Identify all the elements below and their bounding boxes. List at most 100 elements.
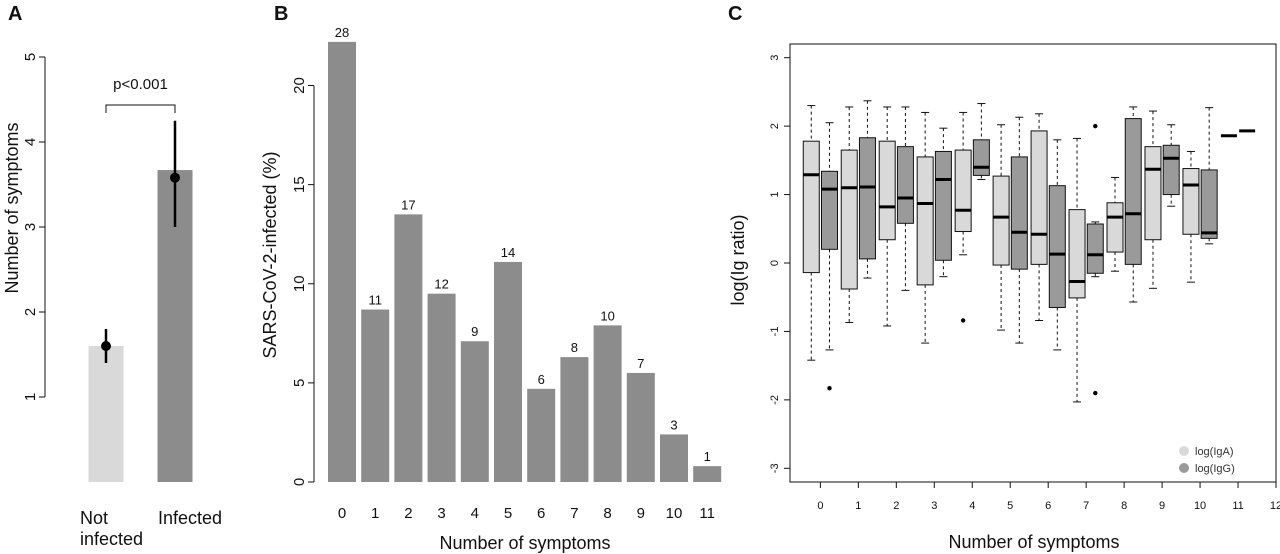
panel-b-x-tick-label: 10 — [666, 505, 683, 522]
panel-b-bars — [328, 41, 722, 483]
iga-boxplot — [1030, 113, 1048, 321]
iga-boxplot — [1182, 150, 1200, 283]
panel-b-x-tick-label: 9 — [637, 505, 645, 522]
panel-a-category-label: Not — [80, 508, 108, 528]
boxplot-outlier — [960, 318, 966, 323]
panel-c-x-tick-label: 10 — [1194, 500, 1206, 512]
panel-b-data-label: 7 — [637, 356, 644, 371]
iga-boxplot — [840, 106, 858, 324]
panel-b-bar — [394, 214, 423, 483]
panel-b-bar — [460, 341, 489, 482]
panel-letter-c: C — [728, 3, 742, 25]
panel-c-x-tick-label: 4 — [969, 500, 975, 512]
panel-b-y-label: SARS-CoV-2-infected (%) — [260, 151, 280, 358]
boxplot-box — [1106, 202, 1124, 253]
panel-b-x-tick-label: 11 — [699, 505, 715, 522]
panel-a-p-value: p<0.001 — [113, 76, 168, 93]
panel-b-data-label: 9 — [471, 324, 478, 339]
iga-boxplot — [1068, 137, 1086, 403]
panel-c-x-tick-label: 7 — [1083, 500, 1089, 512]
panel-c-x-label: Number of symptoms — [948, 532, 1119, 552]
panel-b-bar — [660, 434, 688, 482]
panel-c-y-tick-label: -2 — [769, 395, 781, 405]
panel-b-data-label: 10 — [600, 308, 614, 323]
panel-a-error-bars — [101, 120, 180, 363]
igg-boxplot — [820, 122, 838, 391]
boxplot-box — [878, 140, 896, 241]
panel-a-y-ticks: 1 2 3 4 5 — [22, 53, 45, 401]
panel-c-y-tick-label: 2 — [769, 123, 781, 129]
panel-c-y-tick-label: 0 — [769, 260, 781, 266]
panel-b-bar — [527, 388, 556, 482]
panel-b-bar — [328, 41, 356, 482]
igg-boxplot — [858, 100, 876, 279]
boxplot-box — [1086, 223, 1104, 274]
panel-c-y-tick-label: -3 — [769, 463, 781, 473]
panel-a-category-label: Infected — [158, 508, 222, 528]
panel-b-y-tick-label: 0 — [291, 478, 308, 486]
panel-c-x-tick-label: 8 — [1121, 500, 1127, 512]
panel-b-data-label: 11 — [368, 293, 382, 308]
panel-b-y-tick-label: 15 — [291, 176, 308, 193]
panel-b-data-labels: 28 11 17 12 9 14 6 8 10 7 3 1 — [335, 25, 711, 464]
legend-swatch — [1179, 446, 1189, 456]
boxplot-box — [1182, 168, 1200, 235]
panel-a-y-tick-label: 5 — [22, 53, 39, 61]
boxplot-box — [840, 149, 858, 290]
igg-boxplot — [1124, 106, 1142, 303]
panel-a-bracket-line — [105, 104, 176, 113]
panel-b-x-tick-labels: 0 1 2 3 4 5 6 7 8 9 10 11 — [338, 505, 715, 522]
panel-b-data-label: 17 — [401, 197, 415, 212]
panel-a-y-tick-label: 4 — [22, 138, 39, 146]
boxplot-box — [896, 146, 914, 224]
legend-swatch — [1179, 463, 1189, 473]
panel-b-data-label: 6 — [538, 372, 545, 387]
panel-b-data-label: 12 — [434, 277, 448, 292]
panel-b-bar — [626, 372, 655, 482]
panel-letter-a: A — [8, 3, 22, 25]
boxplot-outlier — [1093, 123, 1098, 129]
panel-c-y-tick-label: 1 — [769, 192, 781, 198]
boxplot-outlier — [827, 386, 832, 391]
iga-boxplot — [878, 106, 896, 327]
iga-boxplot — [802, 105, 820, 361]
panel-c-x-tick-label: 9 — [1159, 500, 1165, 512]
panel-a-bar — [88, 346, 124, 482]
panel-c-y-label: log(Ig ratio) — [728, 214, 748, 305]
igg-boxplot — [1048, 139, 1066, 351]
panel-b-y-tick-label: 5 — [291, 379, 308, 387]
panel-c-x-ticks: 0 1 2 3 4 5 6 7 8 9 10 11 12 — [817, 482, 1280, 512]
panel-a-significance-bracket — [105, 104, 176, 113]
panel-b-x-tick-label: 7 — [570, 505, 578, 522]
iga-boxplot — [1106, 176, 1124, 272]
panel-a-y-tick-label: 3 — [22, 223, 39, 231]
boxplot-box — [1144, 146, 1162, 241]
igg-boxplot — [896, 106, 914, 291]
igg-boxplot — [934, 127, 952, 278]
igg-boxplot — [1086, 123, 1104, 396]
panel-b-bar — [593, 325, 622, 482]
panel-a-category-label: infected — [80, 529, 143, 549]
panel-b-bar — [693, 466, 722, 482]
panel-c-x-tick-label: 0 — [817, 500, 823, 512]
panel-b-data-label: 1 — [704, 449, 711, 464]
panel-c-boxplots — [802, 100, 1256, 403]
panel-c-x-tick-label: 1 — [855, 500, 861, 512]
panel-b-x-tick-label: 2 — [404, 505, 412, 522]
boxplot-box — [1162, 144, 1180, 196]
iga-boxplot — [954, 111, 972, 323]
panel-b-y-ticks: 0 5 10 15 20 — [291, 77, 314, 486]
panel-c-y-tick-label: -1 — [769, 327, 781, 337]
boxplot-box — [1124, 118, 1142, 265]
boxplot-box — [1068, 209, 1086, 299]
boxplot-outlier — [1093, 390, 1098, 396]
panel-b-data-label: 14 — [501, 245, 515, 260]
panel-b-x-tick-label: 6 — [537, 505, 545, 522]
boxplot-box — [820, 170, 838, 250]
igg-boxplot — [1010, 116, 1028, 344]
panel-b-bar — [361, 309, 390, 482]
panel-c-legend: log(IgA) log(IgG) — [1179, 446, 1235, 475]
